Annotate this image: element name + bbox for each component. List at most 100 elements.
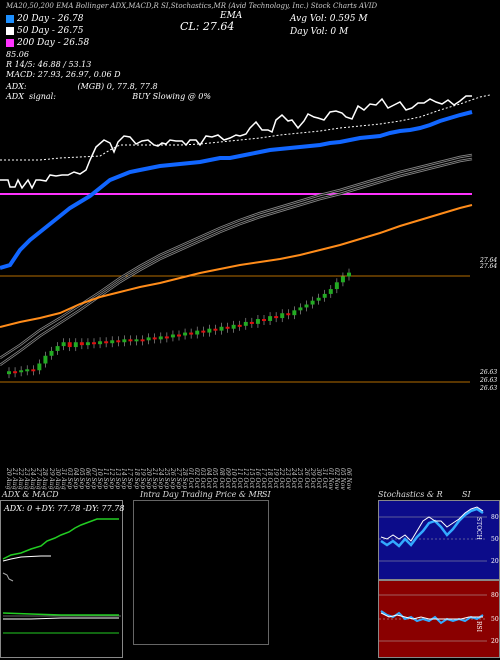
stoch-axis-20: 20 bbox=[491, 558, 499, 565]
candle bbox=[310, 300, 315, 305]
candle bbox=[268, 316, 273, 321]
adx-white-line bbox=[2, 555, 51, 562]
macd-green-line bbox=[2, 612, 119, 616]
avg-volume: Avg Vol: 0.595 M bbox=[290, 14, 368, 24]
candle bbox=[19, 370, 24, 373]
legend-swatch bbox=[6, 39, 14, 47]
candle bbox=[104, 341, 109, 344]
orange-moving-average bbox=[0, 204, 473, 328]
close-label: CL: 27.64 bbox=[180, 20, 235, 33]
legend-20-day: 20 Day - 26.78 bbox=[6, 14, 84, 24]
candle bbox=[249, 321, 254, 324]
macd-white-line bbox=[3, 617, 119, 620]
candle bbox=[67, 342, 72, 348]
candle bbox=[98, 341, 103, 345]
stochastics-panel: 80 50 20 STOCH bbox=[378, 500, 500, 580]
legend-swatch bbox=[6, 15, 14, 23]
candle bbox=[146, 337, 151, 341]
stoch-blue-line bbox=[380, 507, 484, 548]
adx-values: ADX: 0 +DY: 77.78 -DY: 77.78 bbox=[4, 504, 125, 513]
dotted-ema bbox=[0, 94, 491, 161]
candle bbox=[164, 336, 169, 339]
candle bbox=[280, 313, 285, 319]
candle bbox=[322, 293, 327, 298]
candle bbox=[140, 339, 145, 342]
rsi-white-line bbox=[380, 612, 483, 620]
intra-panel-title: Intra Day Trading Price & MR bbox=[140, 490, 263, 499]
candle bbox=[195, 330, 200, 335]
candle bbox=[334, 282, 339, 290]
candle bbox=[110, 340, 115, 344]
price-label-bottom-1: 26.63 bbox=[480, 369, 498, 376]
legend-swatch bbox=[6, 27, 14, 35]
intra-day-panel bbox=[133, 500, 269, 645]
blue-ema bbox=[0, 110, 473, 270]
legend-label: 50 Day - 26.75 bbox=[17, 26, 84, 36]
candle bbox=[292, 310, 297, 316]
candle bbox=[122, 339, 127, 343]
candle bbox=[298, 307, 303, 311]
stoch-axis-label: STOCH bbox=[475, 517, 482, 540]
candle bbox=[213, 328, 218, 331]
candle bbox=[85, 342, 90, 346]
candle bbox=[255, 319, 260, 324]
candle bbox=[274, 316, 279, 319]
candle bbox=[219, 326, 224, 331]
day-volume: Day Vol: 0 M bbox=[290, 27, 349, 37]
candle bbox=[225, 326, 230, 329]
chart-topline: MA20,50,200 EMA Bollinger ADX,MACD,R SI,… bbox=[6, 2, 378, 10]
stoch-axis-80: 80 bbox=[491, 514, 499, 521]
price-label-bottom-3: 26.63 bbox=[480, 385, 498, 392]
candle bbox=[7, 371, 11, 375]
candle bbox=[189, 332, 194, 335]
date-axis: 20 Aug 21 Aug 22 Aug 23 Aug 24 Aug 27 Aug 28 A… bbox=[5, 468, 352, 490]
candle bbox=[61, 342, 66, 347]
ema-title: EMA bbox=[220, 11, 243, 21]
date-label: 06 Nov bbox=[345, 468, 352, 490]
legend-label: 20 Day - 26.78 bbox=[17, 14, 84, 24]
candle bbox=[31, 369, 36, 372]
legend-label: 200 Day - 26.58 bbox=[17, 38, 90, 48]
candle bbox=[128, 339, 133, 342]
rsi-axis-label: RSI bbox=[475, 621, 482, 632]
intra-panel-suffix: SI bbox=[262, 490, 271, 499]
rsi-chart bbox=[379, 594, 487, 642]
white-price-line bbox=[0, 95, 472, 190]
adx-panel-title: ADX & MACD bbox=[2, 490, 59, 499]
adx-chart bbox=[2, 518, 121, 634]
candle bbox=[25, 369, 30, 372]
rsi-panel: 80 50 20 RSI bbox=[378, 580, 500, 658]
candle bbox=[207, 328, 212, 333]
candle bbox=[237, 324, 242, 327]
candle bbox=[231, 324, 236, 329]
candles-group bbox=[7, 268, 351, 379]
candle bbox=[170, 334, 175, 338]
candle bbox=[116, 340, 121, 343]
indicator-line-5: ADX signal: BUY Slowing @ 0% bbox=[6, 92, 211, 101]
candle bbox=[152, 337, 157, 340]
stoch-panel-suffix: SI bbox=[462, 490, 471, 499]
candle bbox=[304, 304, 309, 308]
stoch-axis-50: 50 bbox=[491, 536, 499, 543]
candle bbox=[262, 319, 266, 322]
indicator-line-4: ADX: (MGB) 0, 77.8, 77.8 bbox=[6, 82, 158, 91]
stoch-white-line bbox=[380, 506, 484, 542]
candle bbox=[43, 355, 48, 364]
candle bbox=[286, 313, 291, 316]
candle bbox=[37, 363, 42, 371]
candle bbox=[316, 297, 321, 301]
candle bbox=[49, 350, 54, 356]
legend-50-day: 50 Day - 26.75 bbox=[6, 26, 84, 36]
candle bbox=[340, 276, 345, 283]
adx-gray-line bbox=[2, 572, 14, 582]
candle bbox=[79, 342, 84, 346]
rsi-axis-50: 50 bbox=[491, 616, 499, 623]
candle bbox=[134, 339, 139, 342]
candle bbox=[328, 289, 333, 294]
main-price-chart bbox=[0, 94, 491, 383]
adx-panel: ADX: 0 +DY: 77.78 -DY: 77.78 bbox=[0, 500, 125, 658]
candle bbox=[177, 334, 181, 337]
adx-green-line bbox=[2, 518, 119, 560]
bollinger-lower-inner bbox=[0, 158, 473, 366]
candle bbox=[92, 342, 96, 345]
